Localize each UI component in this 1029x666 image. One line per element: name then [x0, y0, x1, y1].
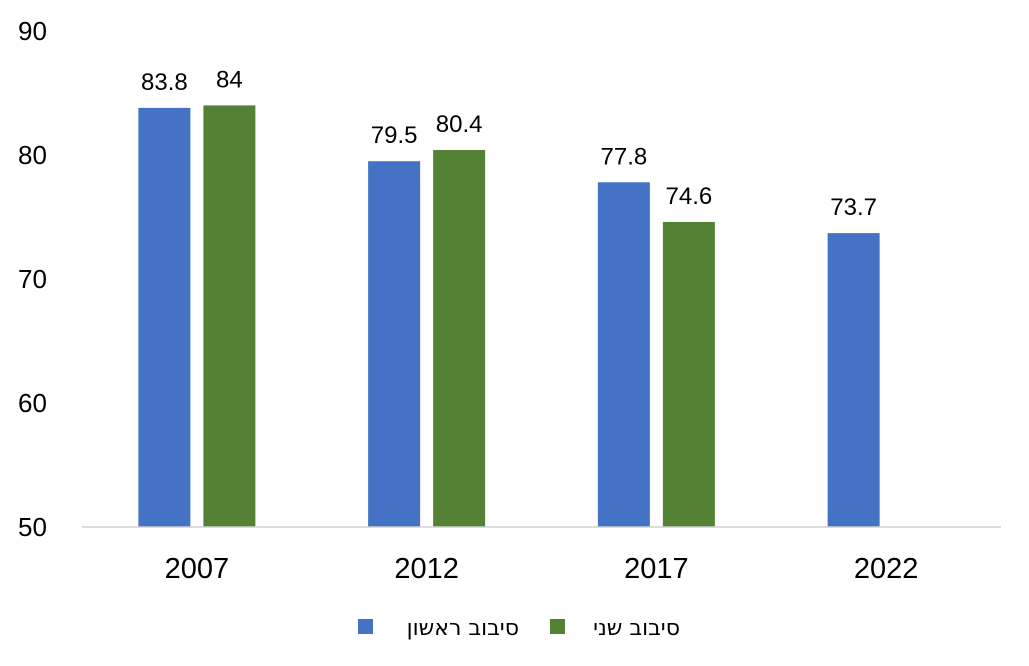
bar-2007-series-1 — [138, 107, 191, 527]
data-label-2007-series-2: 84 — [216, 66, 243, 93]
y-tick-label: 80 — [18, 140, 47, 170]
bar-2007-series-2 — [203, 105, 256, 528]
x-category-label: 2012 — [394, 553, 459, 585]
y-tick-label: 90 — [18, 16, 47, 46]
legend: סיבוב ראשון סיבוב שני — [358, 616, 680, 641]
data-label-2022-series-1: 73.7 — [830, 194, 877, 221]
x-category-label: 2007 — [165, 553, 230, 585]
data-label-2017-series-1: 77.8 — [601, 143, 648, 170]
data-label-2017-series-2: 74.6 — [666, 183, 713, 210]
data-labels: 83.8 84 79.5 80.4 77.8 74.6 73.7 — [141, 66, 877, 221]
y-tick-label: 50 — [18, 512, 47, 542]
legend-label-series-1: סיבוב ראשון — [407, 616, 519, 641]
data-label-2007-series-1: 83.8 — [141, 69, 188, 96]
x-category-label: 2017 — [624, 553, 689, 585]
bar-2012-series-1 — [368, 161, 421, 527]
bar-2012-series-2 — [433, 150, 486, 528]
x-axis: 2007 2012 2017 2022 — [165, 553, 919, 585]
x-category-label: 2022 — [854, 553, 919, 585]
legend-label-series-2: סיבוב שני — [593, 616, 680, 641]
y-axis: 50 60 70 80 90 — [18, 16, 47, 542]
bar-2017-series-1 — [597, 182, 650, 527]
y-tick-label: 70 — [18, 264, 47, 294]
bars — [138, 105, 880, 528]
y-tick-label: 60 — [18, 388, 47, 418]
legend-swatch-series-1 — [358, 619, 373, 634]
legend-swatch-series-2 — [550, 619, 565, 634]
data-label-2012-series-1: 79.5 — [371, 122, 418, 149]
bar-2022-series-1 — [827, 233, 880, 527]
bar-2017-series-2 — [662, 221, 715, 527]
data-label-2012-series-2: 80.4 — [436, 111, 483, 138]
